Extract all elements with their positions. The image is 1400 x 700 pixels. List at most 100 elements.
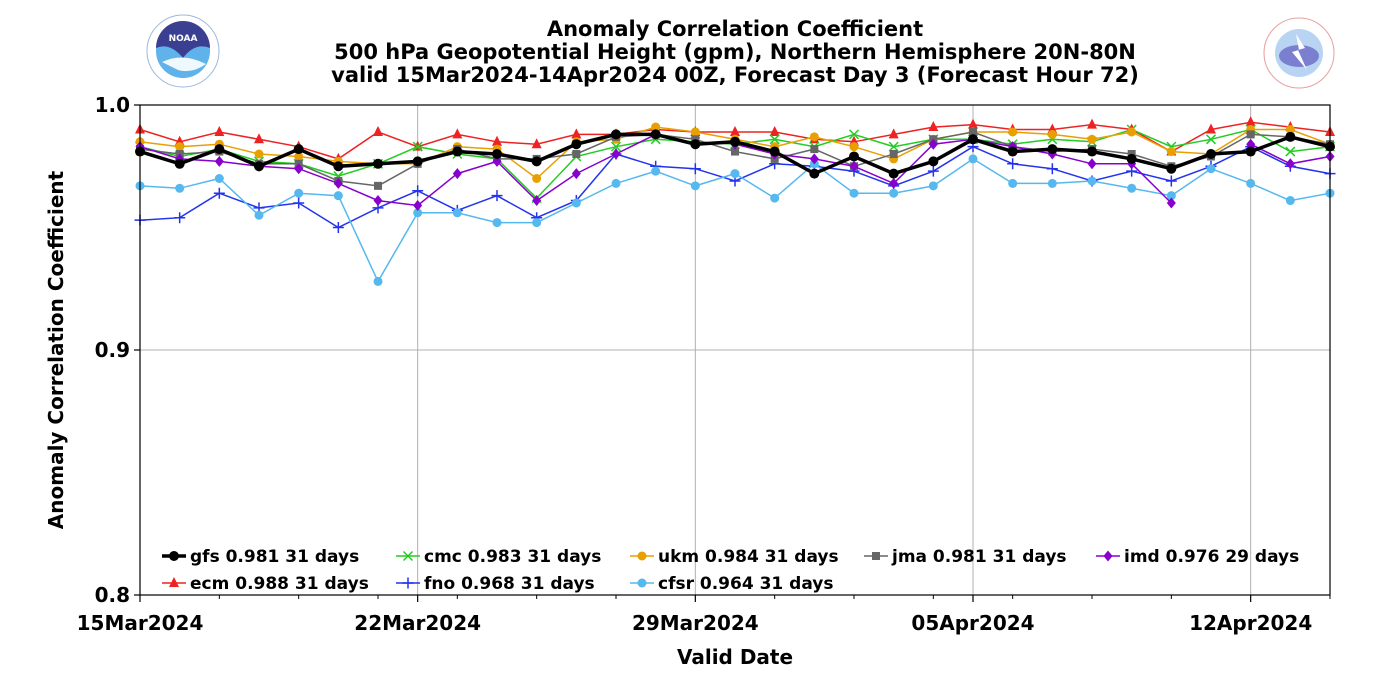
legend-entry-ukm: ukm 0.984 31 days (630, 547, 839, 567)
point-cfsr (1008, 178, 1018, 188)
point-imd (889, 177, 899, 189)
point-cfsr (651, 166, 661, 176)
point-imd (809, 153, 819, 165)
point-gfs (809, 168, 820, 179)
point-cfsr (1246, 178, 1256, 188)
point-imd (1087, 158, 1097, 170)
point-ukm (651, 122, 661, 132)
point-cfsr (1166, 191, 1176, 201)
legend-label-gfs: gfs 0.981 31 days (190, 547, 359, 567)
point-imd (452, 168, 462, 180)
point-cfsr (611, 178, 621, 188)
point-cfsr (413, 208, 423, 218)
point-cfsr (770, 193, 780, 203)
point-cfsr (492, 218, 502, 228)
point-gfs (214, 144, 225, 155)
point-jma (1246, 130, 1255, 139)
point-ukm (690, 127, 700, 137)
point-ukm (1166, 147, 1176, 157)
point-ecm (888, 128, 899, 139)
legend-label-fno: fno 0.968 31 days (424, 574, 595, 594)
chart-subtitle-2: valid 15Mar2024-14Apr2024 00Z, Forecast … (331, 63, 1139, 87)
point-gfs (849, 151, 859, 162)
point-cmc (1285, 146, 1296, 157)
point-cmc (610, 141, 622, 152)
point-cfsr (452, 208, 462, 218)
point-gfs (1166, 163, 1177, 174)
point-fno (213, 187, 225, 199)
chart-title: Anomaly Correlation Coefficient (546, 17, 924, 41)
point-imd (571, 168, 581, 180)
point-imd (413, 199, 423, 211)
legend-entry-gfs: gfs 0.981 31 days (162, 547, 359, 567)
point-cfsr (1206, 164, 1216, 174)
legend-label-jma: jma 0.981 31 days (891, 547, 1067, 567)
point-gfs (769, 146, 780, 157)
point-jma (374, 181, 382, 190)
point-fno (1165, 175, 1177, 187)
point-ukm (1087, 134, 1097, 144)
legend-label-ukm: ukm 0.984 31 days (658, 547, 839, 567)
legend-label-cfsr: cfsr 0.964 31 days (658, 574, 833, 594)
point-cfsr (889, 188, 899, 198)
point-ecm (452, 128, 463, 139)
point-ecm (492, 135, 502, 146)
legend-label-cmc: cmc 0.983 31 days (424, 547, 601, 567)
point-gfs (174, 158, 185, 169)
point-cfsr (175, 183, 185, 193)
point-gfs (1285, 131, 1296, 142)
legend-entry-cmc: cmc 0.983 31 days (396, 547, 601, 567)
y-tick-label: 0.8 (95, 583, 130, 607)
point-ukm (1285, 125, 1295, 134)
point-fno (332, 222, 344, 233)
point-fno (1007, 158, 1019, 170)
point-cmc (888, 141, 899, 152)
point-ecm (373, 125, 383, 136)
point-ukm (1047, 129, 1057, 139)
point-cfsr (928, 181, 938, 191)
point-fno (1046, 163, 1058, 175)
point-fno (927, 165, 939, 177)
point-gfs (928, 156, 939, 167)
point-gfs (730, 136, 740, 147)
point-ukm (809, 132, 819, 142)
point-jma (810, 145, 819, 154)
point-gfs (373, 158, 383, 169)
chart-title-block: Anomaly Correlation Coefficient 500 hPa … (0, 18, 1400, 87)
point-cfsr (690, 181, 700, 191)
nws-logo (1263, 17, 1335, 89)
point-cfsr (1087, 176, 1097, 186)
chart-subtitle-1: 500 hPa Geopotential Height (gpm), North… (334, 40, 1136, 64)
y-tick-label: 1.0 (95, 93, 130, 117)
plot-frame (139, 104, 1331, 596)
point-fno (412, 185, 424, 197)
point-cfsr (968, 154, 978, 164)
x-tick-label: 15Mar2024 (77, 611, 204, 635)
point-imd (1166, 197, 1176, 209)
point-cfsr (373, 276, 383, 286)
legend-entry-jma: jma 0.981 31 days (864, 547, 1067, 567)
point-ecm (214, 125, 225, 136)
point-cmc (412, 141, 423, 152)
point-imd (611, 148, 621, 160)
point-cfsr (294, 188, 304, 198)
y-axis-label: Anomaly Correlation Coefficient (44, 170, 68, 529)
point-gfs (333, 161, 344, 172)
point-cmc (1205, 134, 1217, 145)
point-fno (174, 212, 186, 224)
point-gfs (611, 129, 621, 140)
point-cfsr (214, 174, 224, 183)
point-gfs (888, 168, 899, 179)
point-ecm (928, 121, 939, 132)
point-imd (849, 160, 859, 172)
series-cfsr (135, 154, 1335, 286)
legend-label-imd: imd 0.976 29 days (1124, 547, 1299, 567)
legend-entry-fno: fno 0.968 31 days (396, 574, 595, 594)
point-cfsr (532, 218, 542, 228)
point-gfs (293, 144, 304, 155)
point-ukm (532, 174, 542, 183)
point-gfs (452, 146, 463, 157)
point-imd (1285, 158, 1295, 170)
point-gfs (571, 139, 582, 150)
point-ecm (730, 125, 740, 136)
